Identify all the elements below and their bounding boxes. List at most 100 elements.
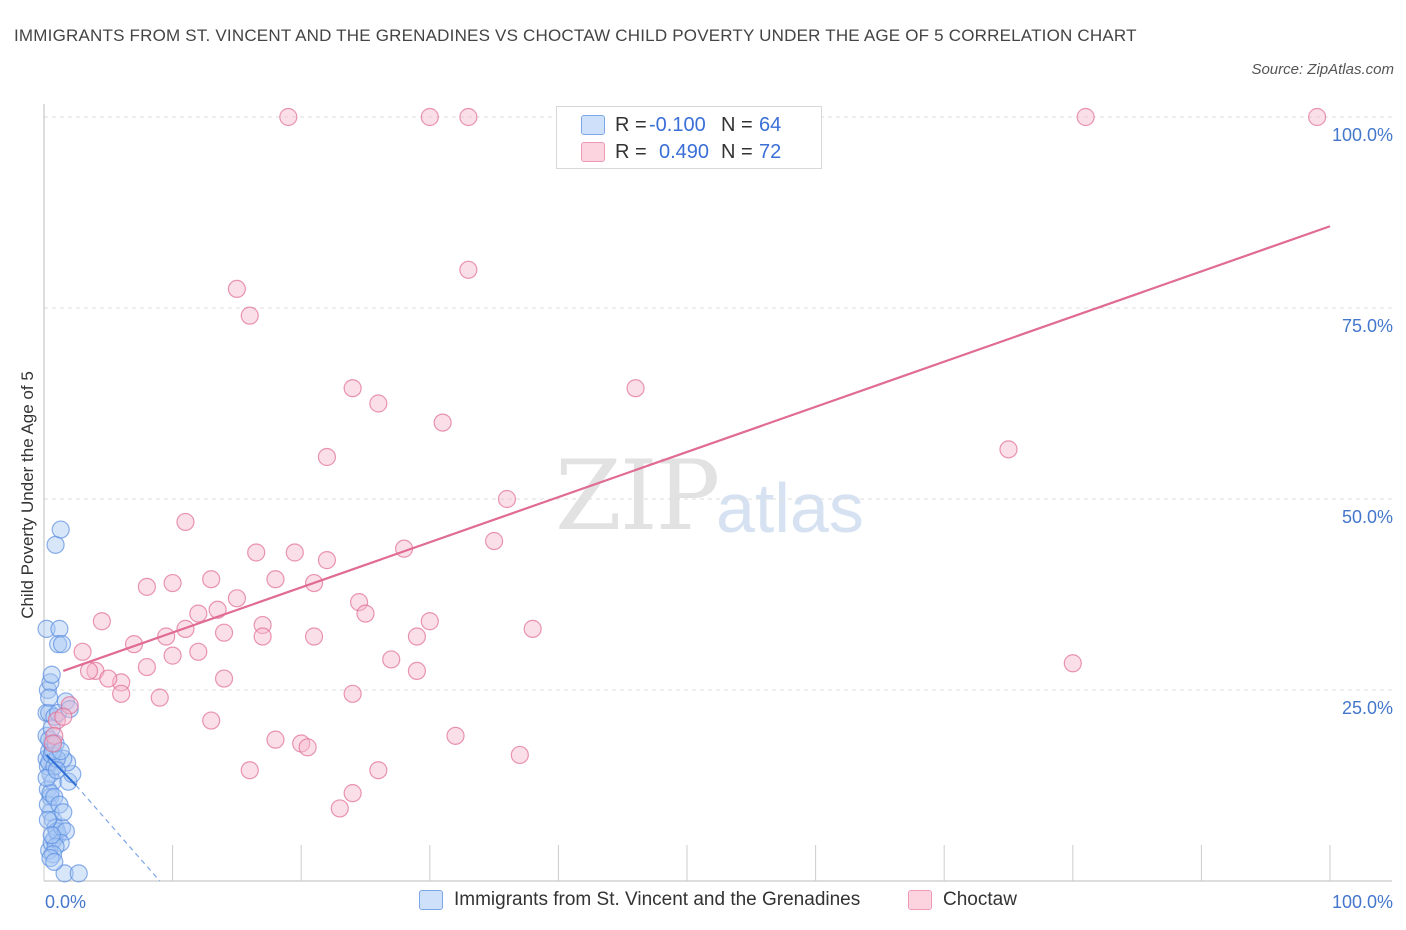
legend-r-label: R = (615, 113, 647, 136)
legend-n-label: N = (721, 140, 753, 163)
point-choctaw (240, 761, 259, 780)
point-choctaw (266, 730, 285, 749)
point-choctaw (240, 306, 259, 325)
x-tick-label: 0.0% (45, 892, 86, 912)
point-choctaw (202, 570, 221, 589)
legend-r-value: -0.100 (649, 113, 706, 136)
point-choctaw (208, 600, 227, 619)
point-choctaw (43, 734, 63, 753)
watermark-zip: ZIP (555, 440, 720, 552)
point-choctaw (150, 688, 169, 707)
point-choctaw (999, 440, 1018, 459)
point-choctaw (407, 661, 427, 681)
point-choctaw (446, 726, 465, 745)
legend-r-label: R = (615, 140, 647, 163)
point-choctaw (369, 761, 388, 780)
point-immigrants (50, 619, 69, 638)
point-choctaw (137, 657, 156, 677)
point-choctaw (420, 612, 439, 631)
point-choctaw (60, 696, 79, 715)
y-tick-label: 50.0% (1342, 507, 1393, 527)
point-immigrants (41, 673, 60, 692)
point-choctaw (330, 799, 349, 818)
trendline-immigrants (45, 754, 77, 787)
point-choctaw (189, 604, 208, 623)
point-choctaw (497, 489, 517, 509)
point-choctaw (343, 684, 362, 703)
point-choctaw (523, 619, 542, 638)
point-immigrants (51, 520, 70, 539)
point-immigrants (40, 688, 59, 707)
point-choctaw (189, 642, 208, 661)
point-choctaw (407, 627, 427, 646)
point-choctaw (279, 107, 298, 127)
point-immigrants (37, 619, 56, 638)
point-immigrants (42, 826, 61, 845)
point-choctaw (137, 577, 156, 596)
legend-swatch-choctaw (581, 142, 605, 162)
point-choctaw (112, 684, 131, 703)
legend-swatch-immigrants (581, 115, 605, 135)
point-choctaw (92, 612, 111, 631)
point-immigrants (54, 803, 73, 822)
point-choctaw (214, 669, 234, 688)
point-choctaw (317, 447, 337, 467)
legend-n-label: N = (721, 113, 753, 136)
point-choctaw (369, 394, 388, 413)
point-immigrants (52, 635, 72, 654)
point-choctaw (1063, 654, 1082, 673)
legend-swatch-choctaw (908, 890, 932, 910)
point-choctaw (433, 413, 452, 432)
source-label: Source: ZipAtlas.com (1251, 61, 1394, 78)
point-choctaw (343, 379, 362, 398)
chart-title: IMMIGRANTS FROM ST. VINCENT AND THE GREN… (14, 26, 1137, 45)
point-choctaw (317, 551, 337, 570)
point-choctaw (1308, 107, 1327, 127)
point-choctaw (420, 107, 439, 127)
point-choctaw (202, 711, 221, 730)
point-choctaw (99, 669, 118, 688)
point-immigrants (38, 810, 57, 829)
point-choctaw (382, 650, 401, 669)
point-choctaw (54, 707, 73, 726)
point-immigrants (49, 635, 68, 654)
legend-item-choctaw[interactable]: Choctaw (908, 889, 1017, 911)
legend-label-choctaw: Choctaw (943, 889, 1017, 910)
point-choctaw (227, 279, 246, 298)
legend-item-immigrants[interactable]: Immigrants from St. Vincent and the Gren… (419, 889, 860, 911)
point-immigrants (37, 768, 56, 787)
point-choctaw (1076, 107, 1095, 127)
point-choctaw (485, 531, 504, 551)
point-immigrants (42, 665, 61, 684)
point-choctaw (45, 726, 64, 745)
point-immigrants (56, 822, 75, 841)
point-choctaw (214, 623, 234, 642)
point-immigrants (51, 742, 70, 761)
legend-label-immigrants: Immigrants from St. Vincent and the Gren… (454, 889, 861, 910)
point-choctaw (253, 627, 272, 646)
watermark-atlas: atlas (716, 469, 864, 547)
point-choctaw (298, 738, 317, 757)
legend-row-immigrants: R = -0.100 N = 64 (581, 112, 781, 138)
point-choctaw (459, 260, 478, 279)
series-legend: Immigrants from St. Vincent and the Gren… (0, 889, 1406, 915)
point-choctaw (626, 379, 645, 398)
point-choctaw (343, 784, 362, 803)
legend-n-value: 64 (759, 113, 782, 136)
trendline-immigrants-extrapolated (75, 785, 161, 882)
point-immigrants (69, 864, 88, 883)
point-immigrants (45, 852, 64, 872)
point-choctaw (510, 745, 529, 765)
point-choctaw (304, 627, 324, 646)
legend-n-value: 72 (759, 140, 782, 163)
x-tick-label: 100.0% (1332, 892, 1393, 912)
point-immigrants (47, 761, 66, 780)
y-tick-label: 25.0% (1342, 698, 1393, 718)
y-tick-label: 75.0% (1342, 316, 1393, 336)
point-choctaw (459, 107, 478, 127)
point-choctaw (247, 543, 266, 562)
correlation-legend: R = -0.100 N = 64 R = 0.490 N = 72 (556, 106, 822, 169)
point-choctaw (285, 543, 304, 562)
point-immigrants (60, 699, 79, 719)
